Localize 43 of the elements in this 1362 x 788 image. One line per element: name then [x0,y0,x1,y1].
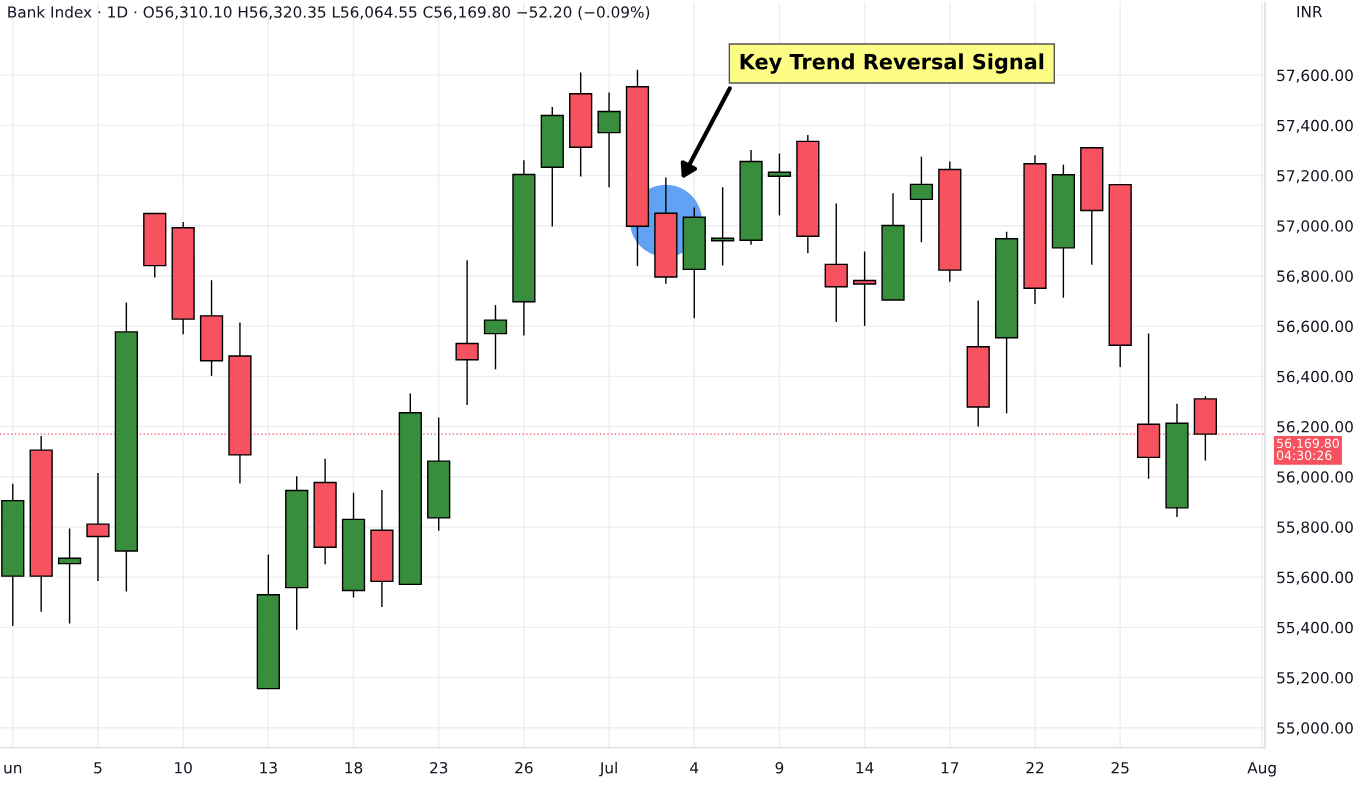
x-tick-label: 25 [1111,761,1129,774]
y-tick-label: 56,800.00 [1277,270,1353,284]
x-tick-label: 17 [941,762,959,774]
y-tick-label: 57,200.00 [1277,170,1353,184]
x-tick-label: Aug [1247,762,1276,777]
y-tick-label: 56,600.00 [1277,320,1353,334]
y-tick-label: 55,600.00 [1277,571,1353,585]
x-tick-label: 22 [1026,761,1044,774]
text: INR [1297,6,1323,18]
candlestick [824,202,848,323]
candlestick [57,527,82,625]
candlestick [455,259,479,406]
y-tick-label: 56,000.00 [1277,471,1353,485]
y-tick-label: 57,000.00 [1277,220,1353,234]
y-tick-label: 56,200.00 [1277,421,1353,435]
candlestick [767,152,792,217]
y-tick-label: 55,000.00 [1277,722,1353,736]
ref-line-label: 56,169.80 04:30:26 [1276,438,1339,461]
x-tick-label: 26 [515,761,533,774]
y-tick-label: 56,400.00 [1277,370,1353,384]
candlestick [86,472,110,582]
x-tick-label: 13 [260,761,277,774]
y-tick-label: 57,600.00 [1277,69,1353,83]
x-tick-label: 18 [345,761,363,774]
candlestick [853,250,877,327]
y-tick-label: 55,200.00 [1277,672,1353,686]
x-tick-label: 10 [175,761,192,774]
x-tick-label: Jul [599,761,617,777]
y-tick-label: 55,400.00 [1277,621,1353,635]
x-tick-label: 23 [430,761,448,774]
y-tick-label: 55,800.00 [1277,521,1353,535]
annotation: Key Trend Reversal Signal [740,53,1044,74]
x-tick-label: 14 [856,762,874,774]
candlestick [711,186,735,267]
y-tick-label: 57,400.00 [1277,119,1353,133]
x-tick-label: 4 [690,762,699,774]
candlestick [597,91,621,189]
candlestick [909,156,934,244]
chart-title: Bank Index · 1D · O56,310.10 H56,320.35 L56,064.55 C56,169.80 −52.20 (−0.09%) [8,6,650,20]
x-tick-label: 9 [775,761,784,774]
candlestick [483,304,508,371]
x-tick-label: 5 [94,762,102,774]
x-tick-label: un [4,764,22,774]
